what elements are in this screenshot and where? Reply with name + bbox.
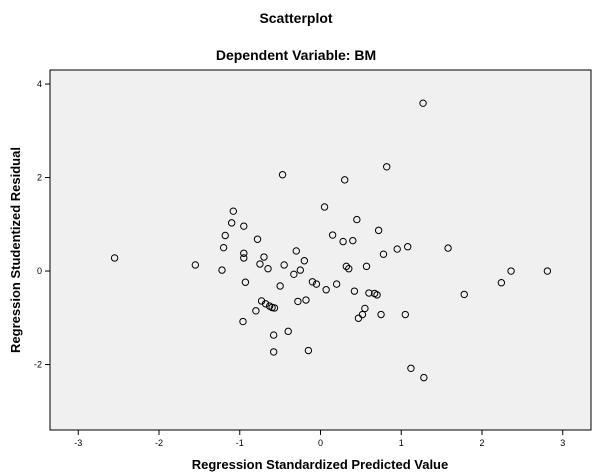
scatter-point [294, 297, 302, 306]
x-tick-label: 3 [560, 438, 565, 448]
scatter-point [312, 280, 321, 288]
x-tick-label: 2 [479, 438, 484, 448]
scatter-point [350, 287, 359, 295]
scatter-point [354, 314, 363, 322]
plot-area [49, 69, 592, 431]
scatter-point [278, 171, 287, 179]
scatter-point [393, 245, 401, 253]
x-tick-label: -3 [74, 438, 82, 448]
scatter-point [252, 307, 260, 315]
scatter-point [300, 257, 309, 265]
scatter-point [218, 266, 226, 274]
scatter-point [332, 280, 341, 288]
scatter-point [358, 310, 367, 319]
scatter-point [460, 290, 468, 299]
scatter-point [229, 207, 237, 215]
scatter-point [280, 261, 288, 269]
scatter-point [241, 278, 250, 286]
y-tick-label: 2 [37, 173, 42, 183]
scatter-point [374, 226, 383, 235]
scatter-point [497, 279, 506, 287]
x-tick-label: -2 [155, 438, 163, 448]
scatter-point [373, 291, 381, 299]
scatter-point [320, 203, 329, 211]
scatter-point [328, 231, 337, 239]
scatter-point [256, 260, 264, 268]
scatter-point [379, 250, 388, 258]
scatter-point [253, 235, 262, 243]
scatter-point [362, 262, 371, 271]
y-tick-label: 0 [37, 266, 42, 276]
scatter-point [221, 231, 229, 240]
scatter-point [302, 296, 310, 304]
x-axis-title: Regression Standardized Predicted Value [192, 457, 448, 472]
scatter-point [240, 222, 248, 230]
scatter-point [507, 267, 515, 275]
scatter-point [339, 237, 347, 246]
y-axis-title: Regression Studentized Residual [8, 147, 23, 353]
scatter-point [240, 249, 248, 257]
chart-subtitle: Dependent Variable: BM [216, 47, 376, 63]
scatter-point [110, 254, 119, 262]
scatter-point [290, 270, 298, 279]
scatter-point [342, 262, 351, 271]
scatter-point [296, 266, 305, 274]
scatter-point [401, 310, 409, 319]
data-points [110, 99, 552, 382]
y-axis-ticks: -2 0 2 4 [34, 79, 50, 370]
scatter-point [191, 261, 200, 269]
scatter-point [292, 247, 300, 255]
scatter-point [219, 243, 228, 252]
y-tick-label: -2 [34, 360, 42, 370]
scatter-point [377, 310, 385, 319]
scatter-point [240, 254, 248, 262]
scatter-point [276, 282, 284, 290]
scatter-point [349, 236, 357, 245]
scatter-point [419, 99, 427, 107]
scatter-point [407, 364, 415, 372]
scatter-point [308, 278, 317, 286]
scatter-point [269, 348, 278, 356]
scatter-point [365, 289, 373, 297]
scatter-point [543, 267, 552, 275]
scatter-point [361, 304, 369, 313]
scatter-point [304, 346, 313, 355]
scatter-point [264, 265, 272, 273]
scatter-point [269, 331, 278, 339]
scatter-point [270, 304, 279, 312]
scatter-point [345, 265, 353, 273]
x-tick-label: -1 [236, 438, 244, 448]
scatter-point [322, 286, 330, 294]
scatter-point [227, 219, 236, 227]
x-tick-label: 0 [318, 438, 323, 448]
scatter-point [353, 215, 361, 224]
scatter-point [383, 163, 391, 171]
scatter-point [420, 373, 428, 382]
scatter-point [444, 244, 452, 252]
x-tick-label: 1 [399, 438, 404, 448]
scatter-point [404, 243, 412, 251]
scatter-point [341, 176, 349, 184]
scatter-point [239, 317, 247, 326]
x-axis-ticks: -3 -2 -1 0 1 2 3 [74, 430, 565, 448]
scatter-point [260, 253, 268, 261]
scatter-point [284, 327, 292, 336]
scatter-point [261, 300, 270, 308]
chart-title: Scatterplot [259, 10, 332, 26]
y-tick-label: 4 [37, 79, 42, 89]
